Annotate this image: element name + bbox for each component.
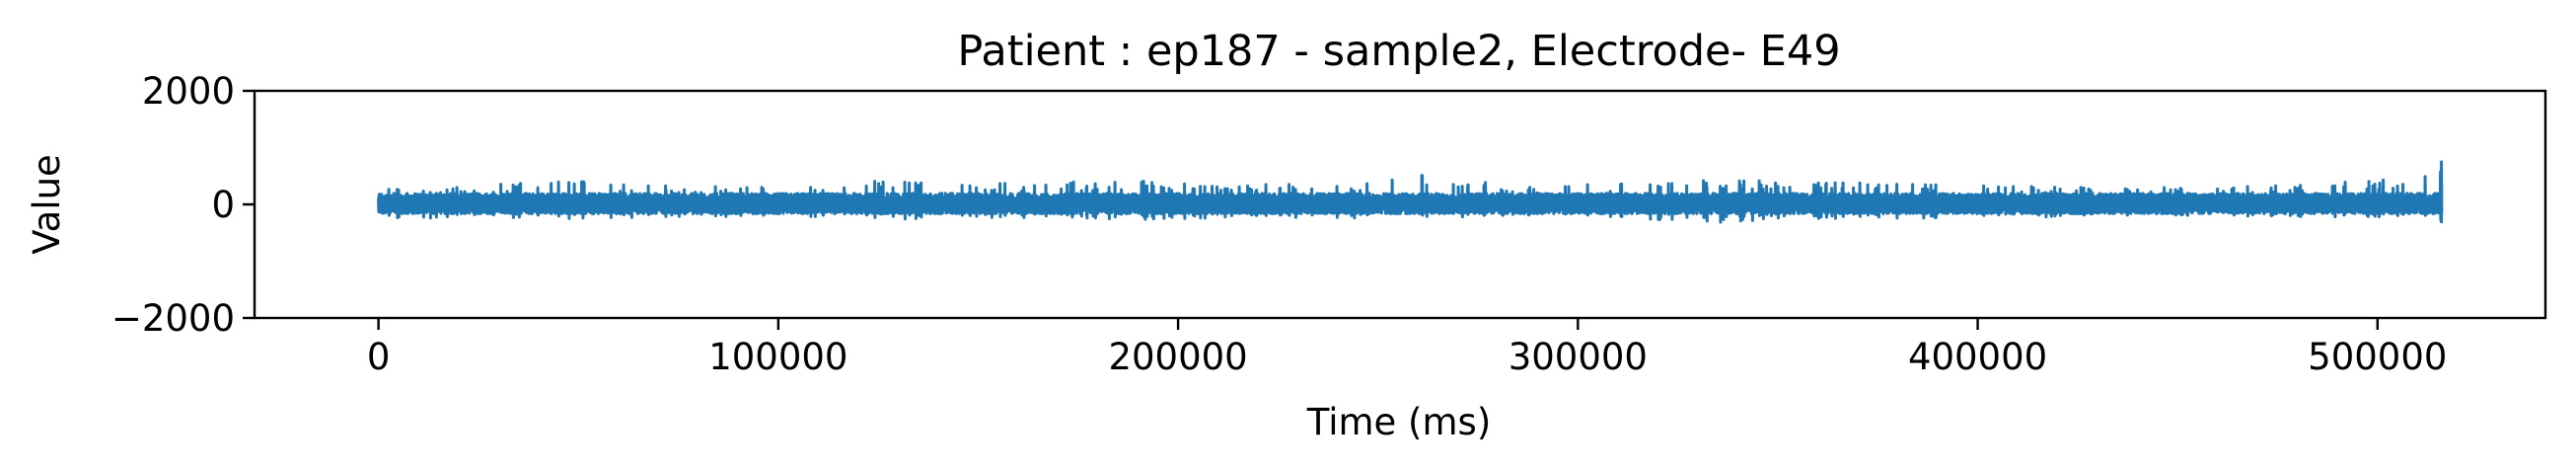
chart-title: Patient : ep187 - sample2, Electrode- E4…: [957, 27, 1840, 76]
x-tick-label: 400000: [1908, 336, 2047, 378]
x-tick-label: 300000: [1509, 336, 1648, 378]
y-tick-label: −2000: [111, 297, 235, 340]
y-tick-label: 0: [211, 184, 235, 226]
series-line-0: [377, 160, 2444, 224]
x-axis-label: Time (ms): [1306, 401, 1492, 443]
x-tick-label: 500000: [2308, 336, 2447, 378]
y-tick-label: 2000: [142, 70, 235, 113]
x-tick-label: 0: [367, 336, 391, 378]
x-tick-label: 200000: [1108, 336, 1247, 378]
x-tick-label: 100000: [708, 336, 847, 378]
y-axis: −2000 0 2000: [111, 70, 255, 340]
x-axis: 0 100000 200000 300000 400000 500000: [367, 318, 2447, 378]
plot-area: [253, 89, 2547, 320]
y-axis-label: Value: [26, 154, 68, 255]
series-layer: [377, 160, 2444, 224]
